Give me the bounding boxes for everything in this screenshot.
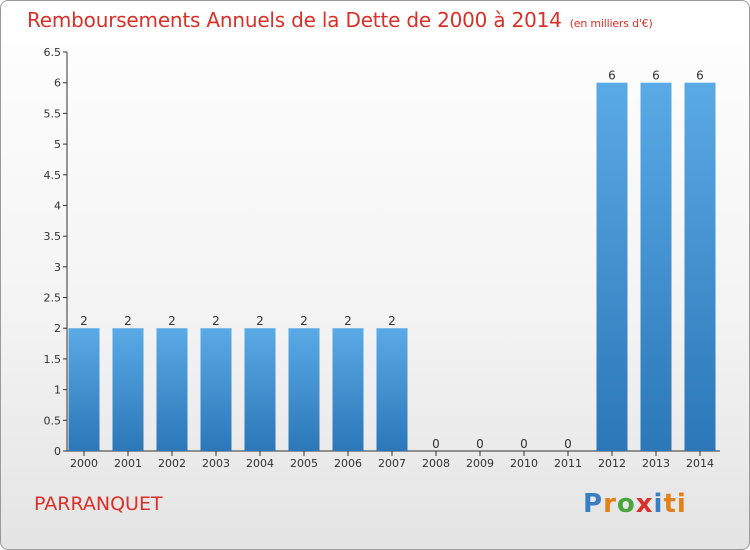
bar-2002 <box>156 328 188 451</box>
value-label: 6 <box>608 69 616 83</box>
y-tick-label: 5 <box>54 138 61 151</box>
y-tick-label: 6.5 <box>44 46 62 59</box>
x-tick-label: 2011 <box>554 457 582 470</box>
chart-title-main: Remboursements Annuels de la Dette de 20… <box>27 8 562 32</box>
value-label: 2 <box>212 314 220 328</box>
y-tick-label: 4.5 <box>44 169 62 182</box>
x-tick-label: 2014 <box>686 457 714 470</box>
y-tick-label: 6 <box>54 77 61 90</box>
value-label: 2 <box>256 314 264 328</box>
bar-2013 <box>640 82 672 451</box>
value-label: 2 <box>80 314 88 328</box>
value-label: 2 <box>168 314 176 328</box>
bar-2006 <box>332 328 364 451</box>
x-tick-label: 2000 <box>70 457 98 470</box>
bar-2003 <box>200 328 232 451</box>
logo-letter: x <box>635 489 654 519</box>
chart-title: Remboursements Annuels de la Dette de 20… <box>27 8 653 32</box>
y-tick-label: 5.5 <box>44 107 62 120</box>
x-tick-label: 2012 <box>598 457 626 470</box>
x-tick-label: 2002 <box>158 457 186 470</box>
value-label: 2 <box>344 314 352 328</box>
y-tick-label: 1.5 <box>44 353 62 366</box>
bar-2005 <box>288 328 320 451</box>
chart-title-unit: (en milliers d'€) <box>569 17 653 30</box>
x-tick-label: 2009 <box>466 457 494 470</box>
y-tick-label: 0.5 <box>44 414 62 427</box>
value-label: 0 <box>432 437 440 451</box>
bar-2000 <box>68 328 100 451</box>
bar-2014 <box>684 82 716 451</box>
x-tick-label: 2013 <box>642 457 670 470</box>
y-tick-label: 2 <box>54 322 61 335</box>
logo-letter: i <box>653 489 664 519</box>
proxiti-logo[interactable]: Proxiti <box>583 489 687 519</box>
value-label: 0 <box>476 437 484 451</box>
bar-2004 <box>244 328 276 451</box>
x-tick-label: 2003 <box>202 457 230 470</box>
y-tick-label: 2.5 <box>44 292 62 305</box>
y-tick-label: 4 <box>54 199 61 212</box>
y-tick-label: 0 <box>54 445 61 458</box>
bar-2001 <box>112 328 144 451</box>
x-tick-label: 2004 <box>246 457 274 470</box>
y-tick-label: 3 <box>54 261 61 274</box>
value-label: 2 <box>300 314 308 328</box>
value-label: 2 <box>124 314 132 328</box>
value-label: 0 <box>564 437 572 451</box>
logo-letter: r <box>603 489 617 519</box>
x-tick-label: 2010 <box>510 457 538 470</box>
x-tick-label: 2005 <box>290 457 318 470</box>
logo-letter: o <box>616 489 636 519</box>
bar-2007 <box>376 328 408 451</box>
y-tick-label: 3.5 <box>44 230 62 243</box>
value-label: 2 <box>388 314 396 328</box>
x-tick-label: 2001 <box>114 457 142 470</box>
x-tick-label: 2007 <box>378 457 406 470</box>
y-tick-label: 1 <box>54 384 61 397</box>
x-tick-label: 2006 <box>334 457 362 470</box>
commune-name: PARRANQUET <box>34 493 163 515</box>
value-label: 0 <box>520 437 528 451</box>
logo-letter: ti <box>663 489 687 519</box>
bar-2012 <box>596 82 628 451</box>
value-label: 6 <box>652 69 660 83</box>
logo-letter: P <box>583 489 604 519</box>
value-label: 6 <box>696 69 704 83</box>
x-tick-label: 2008 <box>422 457 450 470</box>
